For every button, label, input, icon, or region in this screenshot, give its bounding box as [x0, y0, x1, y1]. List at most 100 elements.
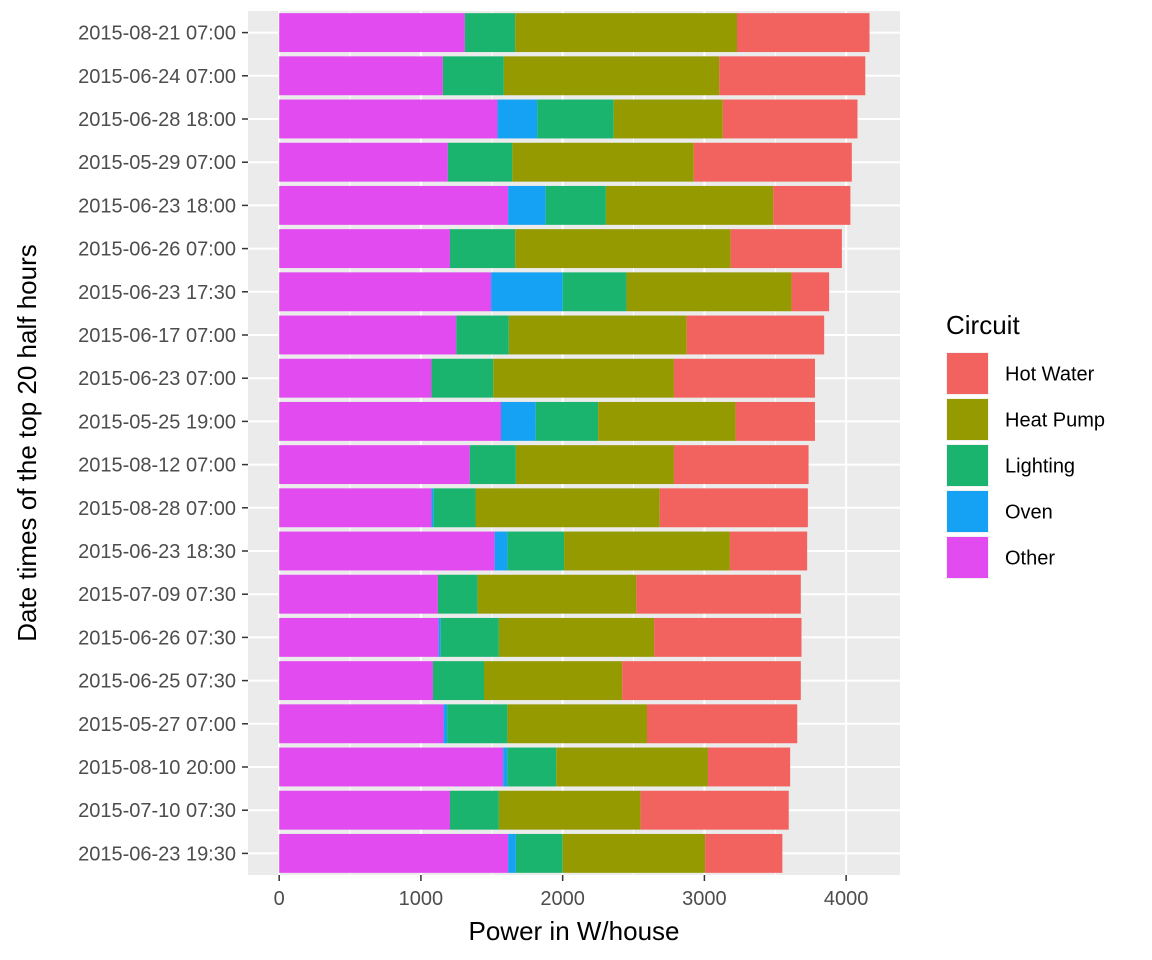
bar-segment-other — [279, 142, 448, 182]
bar-segment-heat-pump — [562, 833, 706, 873]
legend: Circuit Hot Water Heat Pump Lighting Oven Ot… — [946, 310, 1105, 579]
legend-label: Heat Pump — [1005, 410, 1105, 432]
y-tick-label: 2015-06-28 18:00 — [78, 109, 236, 131]
bar-segment-hot-water — [729, 531, 808, 571]
bar-segment-lighting — [507, 531, 565, 571]
bar-segment-lighting — [437, 574, 478, 614]
bar-segment-other — [279, 445, 470, 485]
bar-segment-other — [279, 401, 502, 441]
bar-segment-hot-water — [791, 272, 830, 312]
legend-title: Circuit — [946, 310, 1020, 340]
bar-segment-oven — [508, 185, 546, 225]
bar-segment-heat-pump — [605, 185, 774, 225]
y-tick-label: 2015-08-10 20:00 — [78, 757, 236, 779]
bar-segment-lighting — [440, 617, 499, 657]
legend-key-hot-water — [947, 353, 988, 394]
bar-segment-lighting — [447, 142, 513, 182]
y-tick-label: 2015-06-23 17:30 — [78, 282, 236, 304]
bar-segment-lighting — [464, 13, 516, 53]
bar-segment-heat-pump — [515, 229, 731, 269]
y-axis: 2015-08-21 07:00 2015-06-24 07:00 2015-06-… — [78, 23, 248, 865]
bar-segment-lighting — [442, 56, 504, 96]
bar-segment-lighting — [449, 790, 499, 830]
bar-segment-other — [279, 13, 465, 53]
bar-segment-other — [279, 574, 438, 614]
bar-segment-other — [279, 833, 509, 873]
bar-segment-heat-pump — [626, 272, 792, 312]
y-axis-title: Date times of the top 20 half hours — [12, 244, 42, 641]
y-tick-label: 2015-07-10 07:30 — [78, 800, 236, 822]
bar-segment-lighting — [447, 704, 508, 744]
legend-label: Oven — [1005, 502, 1053, 524]
y-tick-label: 2015-06-26 07:00 — [78, 239, 236, 261]
y-tick-label: 2015-08-12 07:00 — [78, 455, 236, 477]
bar-segment-hot-water — [707, 747, 791, 787]
y-tick-label: 2015-06-26 07:30 — [78, 627, 236, 649]
bar-segment-heat-pump — [515, 13, 737, 53]
bar-segment-hot-water — [693, 142, 852, 182]
bar-segment-hot-water — [622, 661, 801, 701]
bar-segment-other — [279, 790, 450, 830]
x-axis-title: Power in W/house — [469, 916, 680, 946]
bar-segment-oven — [438, 617, 441, 657]
y-tick-label: 2015-06-23 07:00 — [78, 368, 236, 390]
legend-key-other — [947, 537, 988, 578]
bar-segment-other — [279, 56, 443, 96]
bar-segment-heat-pump — [598, 401, 736, 441]
x-tick-label: 1000 — [399, 888, 444, 910]
bar-segment-oven — [491, 272, 563, 312]
bar-segment-oven — [431, 488, 434, 528]
bar-segment-heat-pump — [556, 747, 708, 787]
bar-segment-lighting — [456, 315, 509, 355]
bar-segment-heat-pump — [498, 617, 655, 657]
y-tick-label: 2015-06-24 07:00 — [78, 66, 236, 88]
x-tick-label: 2000 — [540, 888, 585, 910]
y-tick-label: 2015-07-09 07:30 — [78, 584, 236, 606]
bar-segment-hot-water — [646, 704, 798, 744]
bar-segment-other — [279, 99, 498, 139]
bar-segment-lighting — [433, 488, 476, 528]
y-tick-label: 2015-06-23 18:30 — [78, 541, 236, 563]
y-tick-label: 2015-08-21 07:00 — [78, 23, 236, 45]
bar-segment-hot-water — [705, 833, 783, 873]
bar-segment-hot-water — [737, 13, 870, 53]
bar-segment-oven — [508, 833, 516, 873]
bar-segment-other — [279, 488, 432, 528]
y-tick-label: 2015-06-25 07:30 — [78, 671, 236, 693]
y-tick-label: 2015-06-23 18:00 — [78, 195, 236, 217]
bar-segment-heat-pump — [475, 488, 660, 528]
bar-segment-other — [279, 661, 433, 701]
x-axis: 0 1000 2000 3000 4000 — [274, 875, 869, 910]
bar-segment-heat-pump — [507, 704, 647, 744]
y-tick-label: 2015-05-25 19:00 — [78, 411, 236, 433]
bar-segment-other — [279, 531, 495, 571]
bar-segment-heat-pump — [477, 574, 637, 614]
bar-segment-heat-pump — [512, 142, 694, 182]
legend-key-lighting — [947, 445, 988, 486]
y-tick-label: 2015-06-17 07:00 — [78, 325, 236, 347]
y-tick-label: 2015-05-29 07:00 — [78, 152, 236, 174]
x-tick-label: 4000 — [824, 888, 869, 910]
bar-segment-hot-water — [636, 574, 801, 614]
bar-segment-lighting — [545, 185, 606, 225]
bar-segment-hot-water — [773, 185, 851, 225]
x-tick-label: 0 — [274, 888, 285, 910]
bar-segment-other — [279, 358, 432, 398]
plot-panel-background — [248, 11, 900, 875]
bar-segment-other — [279, 747, 504, 787]
bar-segment-lighting — [537, 99, 614, 139]
bar-segment-heat-pump — [508, 315, 687, 355]
bar-segment-hot-water — [719, 56, 866, 96]
y-tick-label: 2015-08-28 07:00 — [78, 498, 236, 520]
bar-segment-hot-water — [673, 445, 809, 485]
legend-label: Hot Water — [1005, 364, 1095, 386]
bar-segment-other — [279, 272, 492, 312]
legend-label: Lighting — [1005, 456, 1075, 478]
bar-segment-other — [279, 315, 457, 355]
bar-segment-oven — [494, 531, 508, 571]
bar-segment-hot-water — [730, 229, 842, 269]
bar-segment-lighting — [469, 445, 516, 485]
bar-segment-lighting — [515, 833, 563, 873]
